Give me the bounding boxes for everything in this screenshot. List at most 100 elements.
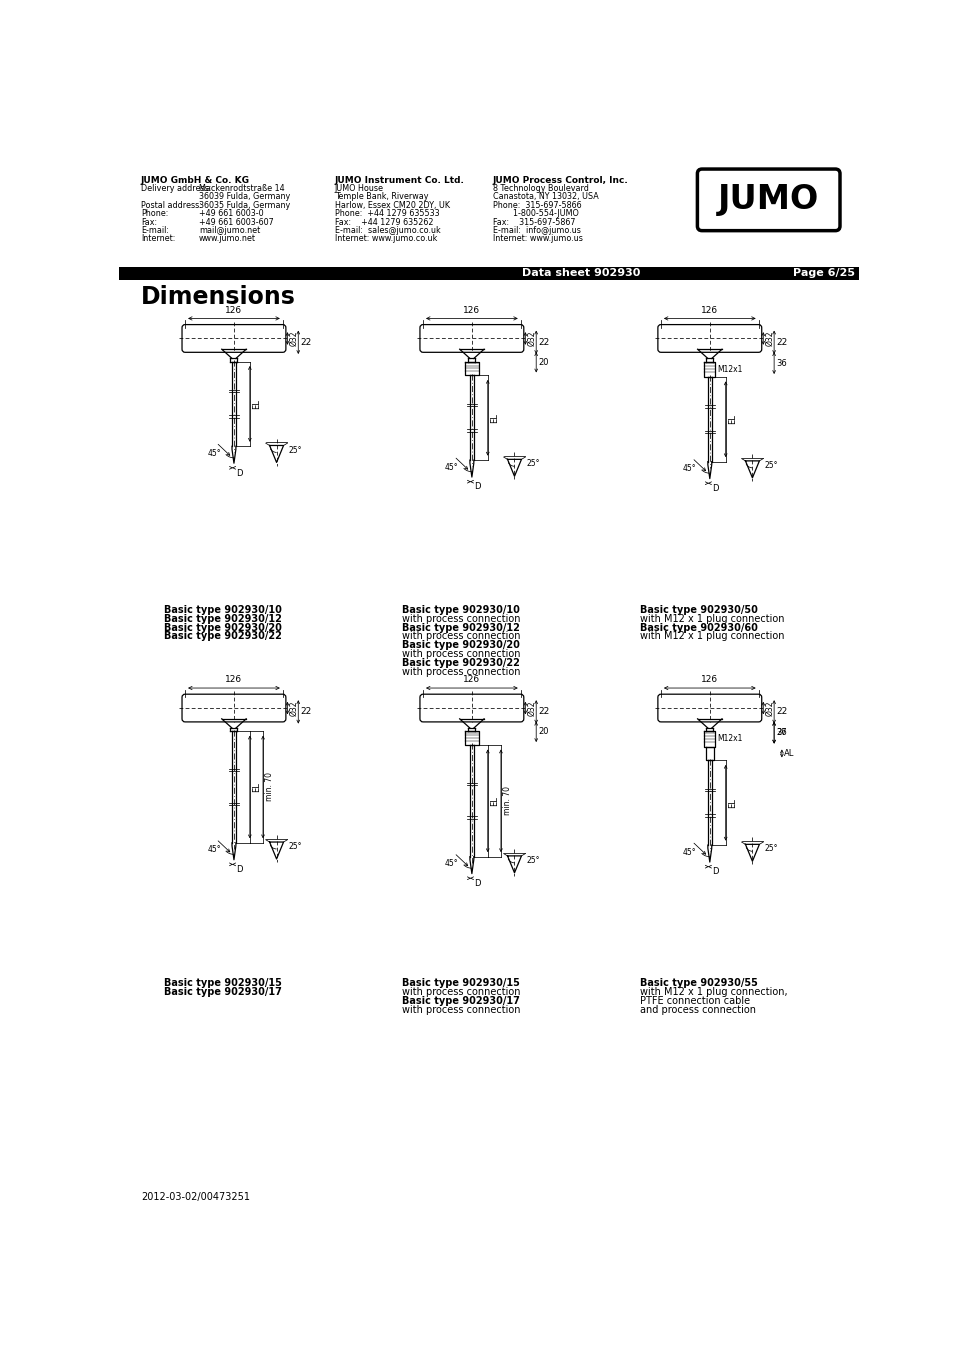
Text: Phone:  +44 1279 635533: Phone: +44 1279 635533 bbox=[335, 209, 439, 218]
Text: Internet:: Internet: bbox=[141, 235, 175, 243]
Text: Phone:: Phone: bbox=[141, 209, 168, 218]
Text: 22: 22 bbox=[776, 708, 787, 716]
Text: Basic type 902930/20: Basic type 902930/20 bbox=[164, 623, 282, 632]
Text: D: D bbox=[711, 484, 718, 493]
FancyBboxPatch shape bbox=[182, 694, 286, 721]
FancyBboxPatch shape bbox=[419, 324, 523, 353]
Text: Phone:  315-697-5866: Phone: 315-697-5866 bbox=[493, 200, 580, 209]
Text: 25°: 25° bbox=[526, 459, 539, 469]
Bar bbox=[119, 267, 858, 280]
Text: D: D bbox=[474, 482, 480, 492]
Text: JUMO Instrument Co. Ltd.: JUMO Instrument Co. Ltd. bbox=[335, 176, 464, 185]
Text: Ø32: Ø32 bbox=[765, 331, 774, 346]
Text: with process connection: with process connection bbox=[402, 667, 520, 677]
Text: Temple Bank, Riverway: Temple Bank, Riverway bbox=[335, 192, 428, 201]
Text: D: D bbox=[474, 880, 480, 888]
Text: min. 70: min. 70 bbox=[503, 786, 512, 816]
Text: Basic type 902930/12: Basic type 902930/12 bbox=[164, 613, 282, 624]
Text: Data sheet 902930: Data sheet 902930 bbox=[521, 269, 640, 278]
Text: Canastota, NY 13032, USA: Canastota, NY 13032, USA bbox=[493, 192, 598, 201]
Text: +49 661 6003-0: +49 661 6003-0 bbox=[199, 209, 263, 218]
Text: 45°: 45° bbox=[445, 462, 458, 471]
Text: JUMO GmbH & Co. KG: JUMO GmbH & Co. KG bbox=[141, 176, 250, 185]
Text: 1-800-554-JUMO: 1-800-554-JUMO bbox=[493, 209, 578, 218]
Text: Basic type 902930/60: Basic type 902930/60 bbox=[639, 623, 757, 632]
Text: JUMO House: JUMO House bbox=[335, 184, 383, 193]
Text: 22: 22 bbox=[300, 708, 312, 716]
Text: 126: 126 bbox=[225, 676, 242, 684]
Text: Internet: www.jumo.co.uk: Internet: www.jumo.co.uk bbox=[335, 235, 436, 243]
Text: EL: EL bbox=[490, 413, 498, 423]
Text: 20: 20 bbox=[537, 358, 548, 367]
Text: 45°: 45° bbox=[682, 847, 696, 857]
Text: 45°: 45° bbox=[207, 449, 220, 458]
Text: Fax:: Fax: bbox=[141, 218, 157, 227]
Text: EL: EL bbox=[252, 782, 261, 792]
Text: E-mail:  sales@jumo.co.uk: E-mail: sales@jumo.co.uk bbox=[335, 226, 440, 235]
Text: min. 70: min. 70 bbox=[265, 773, 274, 801]
FancyBboxPatch shape bbox=[658, 694, 760, 721]
Text: Basic type 902930/12: Basic type 902930/12 bbox=[402, 623, 519, 632]
Text: EL: EL bbox=[727, 415, 737, 424]
Text: Basic type 902930/10: Basic type 902930/10 bbox=[402, 605, 519, 615]
Text: with M12 x 1 plug connection: with M12 x 1 plug connection bbox=[639, 613, 783, 624]
Text: Basic type 902930/22: Basic type 902930/22 bbox=[402, 658, 519, 667]
Text: D: D bbox=[236, 469, 242, 478]
Text: Basic type 902930/55: Basic type 902930/55 bbox=[639, 978, 757, 989]
Text: 126: 126 bbox=[700, 305, 718, 315]
Text: with process connection: with process connection bbox=[402, 648, 520, 659]
Text: and process connection: and process connection bbox=[639, 1005, 756, 1015]
Text: E-mail:  info@jumo.us: E-mail: info@jumo.us bbox=[493, 226, 580, 235]
Text: 22: 22 bbox=[300, 338, 312, 347]
Text: Basic type 902930/22: Basic type 902930/22 bbox=[164, 631, 282, 642]
Text: Basic type 902930/15: Basic type 902930/15 bbox=[164, 978, 282, 989]
Text: Internet: www.jumo.us: Internet: www.jumo.us bbox=[493, 235, 582, 243]
Text: Basic type 902930/17: Basic type 902930/17 bbox=[164, 988, 282, 997]
Text: Mackenrodtstraße 14: Mackenrodtstraße 14 bbox=[199, 184, 284, 193]
Text: AL: AL bbox=[783, 748, 794, 758]
Text: Basic type 902930/15: Basic type 902930/15 bbox=[402, 978, 519, 989]
Text: 25°: 25° bbox=[289, 842, 302, 851]
Text: 8 Technology Boulevard: 8 Technology Boulevard bbox=[493, 184, 588, 193]
Text: Basic type 902930/10: Basic type 902930/10 bbox=[164, 605, 282, 615]
Text: EL: EL bbox=[252, 399, 261, 409]
Text: 36: 36 bbox=[776, 728, 786, 738]
Text: Basic type 902930/17: Basic type 902930/17 bbox=[402, 996, 519, 1006]
Text: 20: 20 bbox=[537, 727, 548, 736]
Text: 25°: 25° bbox=[289, 446, 302, 454]
Text: 45°: 45° bbox=[682, 465, 696, 473]
Text: 22: 22 bbox=[537, 338, 549, 347]
Text: Dimensions: Dimensions bbox=[141, 285, 295, 309]
Text: D: D bbox=[711, 867, 718, 877]
Text: 25°: 25° bbox=[526, 857, 539, 865]
Text: mail@jumo.net: mail@jumo.net bbox=[199, 226, 260, 235]
Text: www.jumo.net: www.jumo.net bbox=[199, 235, 255, 243]
Text: Ø32: Ø32 bbox=[290, 700, 298, 716]
Text: with process connection: with process connection bbox=[402, 613, 520, 624]
Text: 45°: 45° bbox=[207, 846, 220, 854]
Text: with process connection: with process connection bbox=[402, 1005, 520, 1015]
Text: 22: 22 bbox=[776, 338, 787, 347]
Text: 36: 36 bbox=[776, 358, 786, 367]
Text: Fax:    +44 1279 635262: Fax: +44 1279 635262 bbox=[335, 218, 433, 227]
Text: with M12 x 1 plug connection,: with M12 x 1 plug connection, bbox=[639, 988, 787, 997]
Text: Fax:    315-697-5867: Fax: 315-697-5867 bbox=[493, 218, 575, 227]
FancyBboxPatch shape bbox=[697, 169, 840, 231]
Text: Harlow, Essex CM20 2DY, UK: Harlow, Essex CM20 2DY, UK bbox=[335, 200, 449, 209]
Text: PTFE connection cable: PTFE connection cable bbox=[639, 996, 749, 1006]
Text: with process connection: with process connection bbox=[402, 631, 520, 642]
Text: Delivery address:: Delivery address: bbox=[141, 184, 212, 193]
Text: Ø32: Ø32 bbox=[290, 331, 298, 346]
Text: 126: 126 bbox=[463, 305, 480, 315]
Text: 36039 Fulda, Germany: 36039 Fulda, Germany bbox=[199, 192, 290, 201]
Text: Ø32: Ø32 bbox=[765, 700, 774, 716]
Text: Ø32: Ø32 bbox=[527, 700, 537, 716]
Text: Basic type 902930/50: Basic type 902930/50 bbox=[639, 605, 757, 615]
Text: EL: EL bbox=[490, 796, 498, 805]
Text: 22: 22 bbox=[537, 708, 549, 716]
Text: Postal address:: Postal address: bbox=[141, 200, 202, 209]
Text: 2012-03-02/00473251: 2012-03-02/00473251 bbox=[141, 1193, 250, 1202]
Text: with process connection: with process connection bbox=[402, 988, 520, 997]
Text: JUMO Process Control, Inc.: JUMO Process Control, Inc. bbox=[493, 176, 628, 185]
FancyBboxPatch shape bbox=[658, 324, 760, 353]
